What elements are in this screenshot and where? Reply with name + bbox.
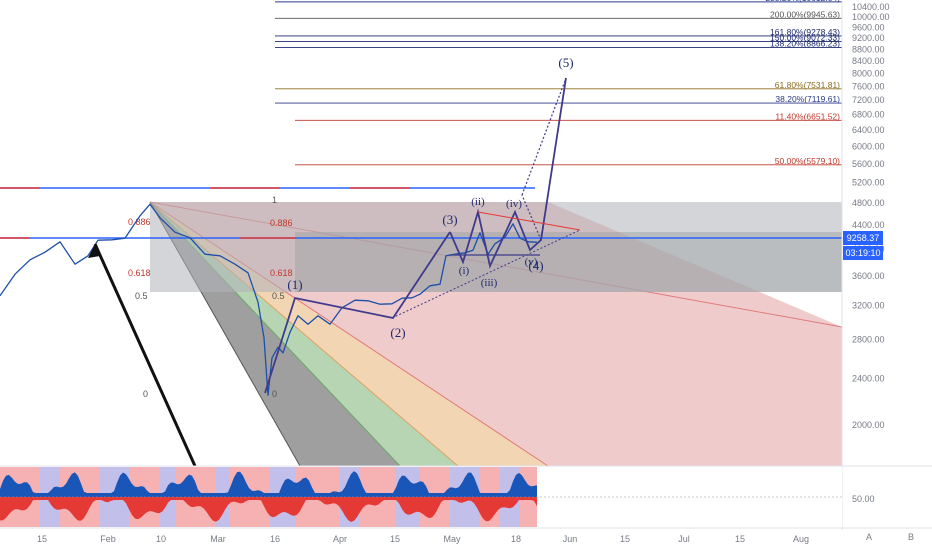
trend-arrow — [93, 243, 197, 467]
time-axis-ticks: 15 Feb 10 Mar 16 Apr 15 May 18 Jun 15 Jul 15 Aug — [37, 534, 809, 544]
time-tick: Mar — [210, 534, 226, 544]
fib-box-inner — [295, 232, 842, 292]
fan-label: 0.618 — [270, 268, 293, 278]
fan-label: 1 — [272, 195, 277, 205]
time-tick: Jun — [563, 534, 578, 544]
fib-label: 38.20%(7119.61) — [775, 94, 840, 104]
fan-label: 0.886 — [270, 218, 293, 228]
time-tick: 16 — [270, 534, 280, 544]
fan-label: 0.5 — [135, 291, 148, 301]
wave-label-main: (4) — [528, 258, 543, 273]
wave-path-main — [264, 231, 451, 394]
fib-label: 50.00%(5579.10) — [775, 156, 840, 166]
wave-label-sub: (iv) — [506, 198, 522, 210]
fib-label: 138.20%(8866.23) — [770, 38, 840, 48]
time-tick: 18 — [511, 534, 521, 544]
time-tick: 15 — [390, 534, 400, 544]
projection-dotted — [521, 194, 542, 241]
price-tick: 6800.00 — [852, 110, 885, 120]
fib-label: 61.80%(7531.81) — [775, 80, 840, 90]
oscillator-axis-tick: 50.00 — [852, 494, 875, 504]
wave-label-main: (5) — [558, 55, 573, 70]
fan-label: 0 — [143, 389, 148, 399]
fib-zone-boxes — [150, 202, 842, 292]
wave-label-sub: (ii) — [471, 196, 485, 208]
price-tick: 5600.00 — [852, 159, 885, 169]
fan-labels: 0.886 0.618 0.5 0 0.886 0.618 0.5 0 1 — [128, 195, 293, 399]
price-tick: 9200.00 — [852, 33, 885, 43]
wave-label-main: (3) — [442, 212, 457, 227]
time-tick: 10 — [156, 534, 166, 544]
price-tick: 2800.00 — [852, 335, 885, 345]
price-tick: 3200.00 — [852, 301, 885, 311]
price-tick: 8400.00 — [852, 56, 885, 66]
time-tick: Jul — [678, 534, 690, 544]
price-tick: 7600.00 — [852, 81, 885, 91]
fib-level-lines — [0, 1, 842, 239]
time-tick: 15 — [735, 534, 745, 544]
oscillator-pane[interactable] — [0, 467, 842, 527]
time-tick: 15 — [620, 534, 630, 544]
price-tick: 4800.00 — [852, 198, 885, 208]
fib-label: 150.00%(9072.33) — [770, 33, 840, 43]
channel-red — [477, 211, 581, 231]
wave-path-sub — [449, 77, 567, 269]
price-tick: 2000.00 — [852, 420, 885, 430]
price-tick: 8000.00 — [852, 68, 885, 78]
price-tick: 8800.00 — [852, 44, 885, 54]
fan-label: 0 — [272, 389, 277, 399]
price-tick: 7200.00 — [852, 95, 885, 105]
arrow-head — [88, 244, 100, 258]
price-tick: 10400.00 — [852, 2, 890, 12]
osc-upper-fill — [0, 471, 537, 497]
price-line — [0, 203, 538, 396]
elliott-wave-overlay: (1) (2) (3) (4) (5) (i) (ii) (iii) (iv) (v) — [264, 55, 581, 394]
fib-box — [150, 202, 842, 292]
wave-label-sub: (iii) — [481, 277, 498, 289]
time-tick: May — [443, 534, 461, 544]
time-tick: Apr — [333, 534, 347, 544]
log-scale-button[interactable]: B — [907, 532, 914, 542]
fib-label: 11.40%(6651.52) — [775, 111, 840, 121]
current-price-label: 9258.37 — [847, 233, 880, 243]
channel-dotted — [391, 229, 581, 319]
fib-label: 200.00%(9945.63) — [770, 9, 840, 19]
price-tick: 9600.00 — [852, 22, 885, 32]
time-tick: Aug — [793, 534, 809, 544]
bar-countdown-label: 03:19:10 — [845, 248, 880, 258]
price-series — [0, 203, 538, 467]
current-price-badge: 9258.37 03:19:10 — [843, 231, 883, 260]
fib-level-labels: 461.80%(14518.37)450.00%(14312.17)427.20… — [765, 0, 840, 166]
price-tick: 10000.00 — [852, 12, 890, 22]
auto-scale-button[interactable]: A — [865, 532, 872, 542]
fib-label: 238.20%(10612.84) — [765, 0, 840, 3]
osc-lower-fill — [0, 497, 537, 522]
wave-label-main: (1) — [287, 277, 302, 292]
price-tick: 6400.00 — [852, 125, 885, 135]
price-tick: 6000.00 — [852, 141, 885, 151]
wave-label-sub: (i) — [459, 265, 470, 277]
fan-label: 0.618 — [128, 268, 151, 278]
wave-label-main: (2) — [390, 325, 405, 340]
fan-label: 0.886 — [128, 217, 151, 227]
price-tick: 2400.00 — [852, 374, 885, 384]
price-tick: 4400.00 — [852, 220, 885, 230]
fib-label: 161.80%(9278.43) — [770, 27, 840, 37]
time-tick: Feb — [100, 534, 116, 544]
projection-dotted — [521, 77, 567, 196]
price-tick: 5200.00 — [852, 178, 885, 188]
fan-label: 0.5 — [272, 291, 285, 301]
price-tick: 3600.00 — [852, 271, 885, 281]
time-tick: 15 — [37, 534, 47, 544]
wave-label-sub: (v) — [525, 256, 538, 268]
